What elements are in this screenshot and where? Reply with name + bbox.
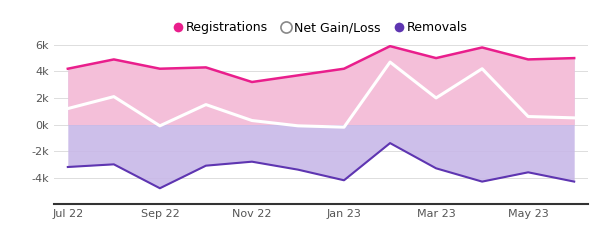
Legend: Registrations, Net Gain/Loss, Removals: Registrations, Net Gain/Loss, Removals xyxy=(169,16,473,39)
